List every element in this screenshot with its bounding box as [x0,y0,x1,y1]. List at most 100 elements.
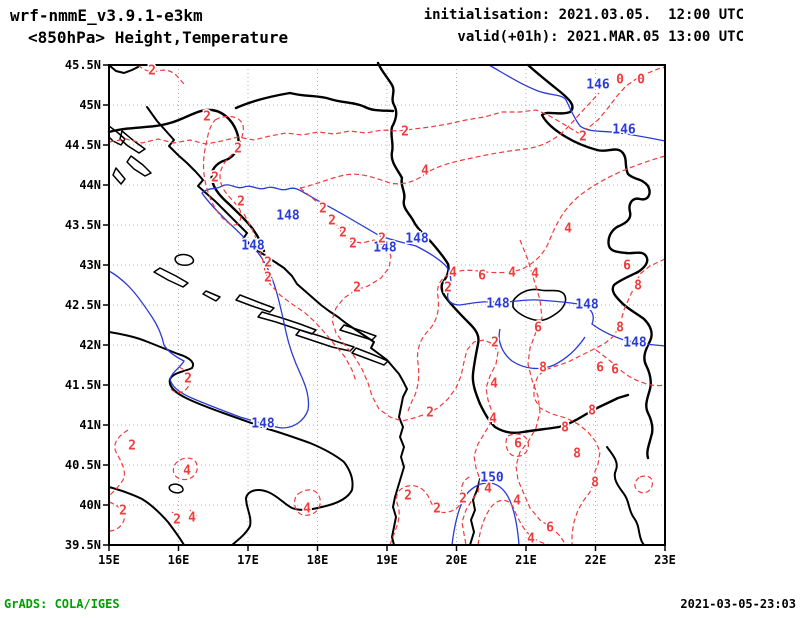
temperature-contour-label: 4 [490,377,498,392]
height-contour-label: 148 [623,336,647,351]
temperature-contour-label: 2 [378,232,386,247]
lat-tick-label: 39.5N [65,538,101,552]
coastline-border [119,130,146,154]
temperature-contour [533,258,666,545]
temperature-contour-label: 4 [421,164,429,179]
temperature-contour-label: 4 [188,511,196,526]
coastline-border [469,478,481,546]
height-contour-label: 150 [480,471,504,486]
temperature-contour-label: 4 [489,412,497,427]
lat-tick-label: 40N [79,498,101,512]
height-contour-label: 148 [373,241,397,256]
valid-time: valid(+01h): 2021.MAR.05 13:00 UTC [457,29,744,45]
temperature-contour-label: 2 [426,406,434,421]
coastline-border [202,290,221,302]
temperature-contour-label: 2 [459,492,467,507]
temperature-contour-label: 8 [591,476,599,491]
temperature-contour-label: 2 [184,372,192,387]
lat-tick-label: 44N [79,178,101,192]
height-contour [488,64,666,142]
temperature-contour-label: 2 [264,271,272,286]
coastline-border [174,253,195,266]
height-contour-label: 148 [405,232,429,247]
temperature-contour-label: 6 [611,363,619,378]
temperature-contour-label: 2 [401,125,409,140]
temperature-contour-label: 2 [491,336,499,351]
temperature-contour-label: 8 [539,361,547,376]
temperature-contour-label: 6 [534,321,542,336]
temperature-contour [137,64,185,85]
lon-tick-label: 21E [515,553,537,567]
temperature-contour-label: 2 [319,202,327,217]
temperature-contour-label: 4 [508,266,516,281]
coastline-border [168,483,184,494]
temperature-contour-label: 8 [634,279,642,294]
temperature-contour-label: 0 [637,73,645,88]
lon-tick-label: 18E [307,553,329,567]
temperature-contour-label: 2 [349,237,357,252]
temperature-contour-label: 4 [183,464,191,479]
creation-timestamp: 2021-03-05-23:03 [680,597,796,611]
temperature-contour-label: 4 [531,267,539,282]
lon-tick-label: 16E [168,553,190,567]
temperature-contour [595,349,666,387]
lat-tick-label: 42.5N [65,298,101,312]
temperature-contour-label: 8 [561,421,569,436]
initialisation-time: initialisation: 2021.03.05. 12:00 UTC [423,7,744,23]
coastline-border [376,61,630,434]
coastline-border [339,324,377,341]
lon-tick-label: 19E [376,553,398,567]
height-contour-label: 148 [241,239,265,254]
temperature-contour-label: 2 [328,214,336,229]
lon-tick-label: 22E [585,553,607,567]
height-contour [451,482,520,546]
temperature-contour [299,187,499,546]
lat-tick-label: 43N [79,258,101,272]
height-contour-label: 148 [486,297,510,312]
temperature-contour-label: 2 [404,489,412,504]
height-contour-label: 148 [251,417,275,432]
height-contour-label: 148 [276,209,300,224]
coastline-border [512,288,567,322]
temperature-contour [172,457,198,481]
temperature-contour-label: 8 [573,447,581,462]
temperature-contour-label: 2 [211,171,219,186]
temperature-contour-label: 6 [546,521,554,536]
temperature-contour-label: 2 [148,64,156,79]
lon-tick-label: 17E [237,553,259,567]
temperature-contour-label: 4 [564,222,572,237]
coastline-border [153,267,189,288]
coastline-border [526,63,599,152]
temperature-contour-label: 2 [237,195,245,210]
temperature-contour-label: 4 [449,266,457,281]
temperature-contour-label: 4 [513,494,521,509]
temperature-contour-label: 4 [484,482,492,497]
height-contour-label: 148 [575,298,599,313]
lat-tick-label: 43.5N [65,218,101,232]
lat-tick-label: 41.5N [65,378,101,392]
temperature-contour [202,115,244,226]
temperature-contour-label: 4 [527,532,535,547]
temperature-contour-label: 6 [623,259,631,274]
temperature-contour [634,475,653,494]
height-contour-label: 146 [586,78,610,93]
lat-tick-label: 42N [79,338,101,352]
temperature-contour-label: 2 [433,502,441,517]
lat-tick-label: 40.5N [65,458,101,472]
height-contour [498,328,586,370]
coastline-border [295,329,355,352]
lat-tick-label: 41N [79,418,101,432]
temperature-contour-label: 2 [234,142,242,157]
temperature-contour-label: 2 [579,130,587,145]
coastline-border [146,106,408,546]
lon-tick-label: 23E [654,553,676,567]
temperature-contour [243,213,357,382]
temperature-contour [189,509,197,523]
temperature-contour-label: 4 [303,502,311,517]
lon-tick-label: 20E [446,553,468,567]
coastline-border [108,486,185,546]
height-contour-label: 146 [612,123,636,138]
coastline-border [235,294,275,313]
